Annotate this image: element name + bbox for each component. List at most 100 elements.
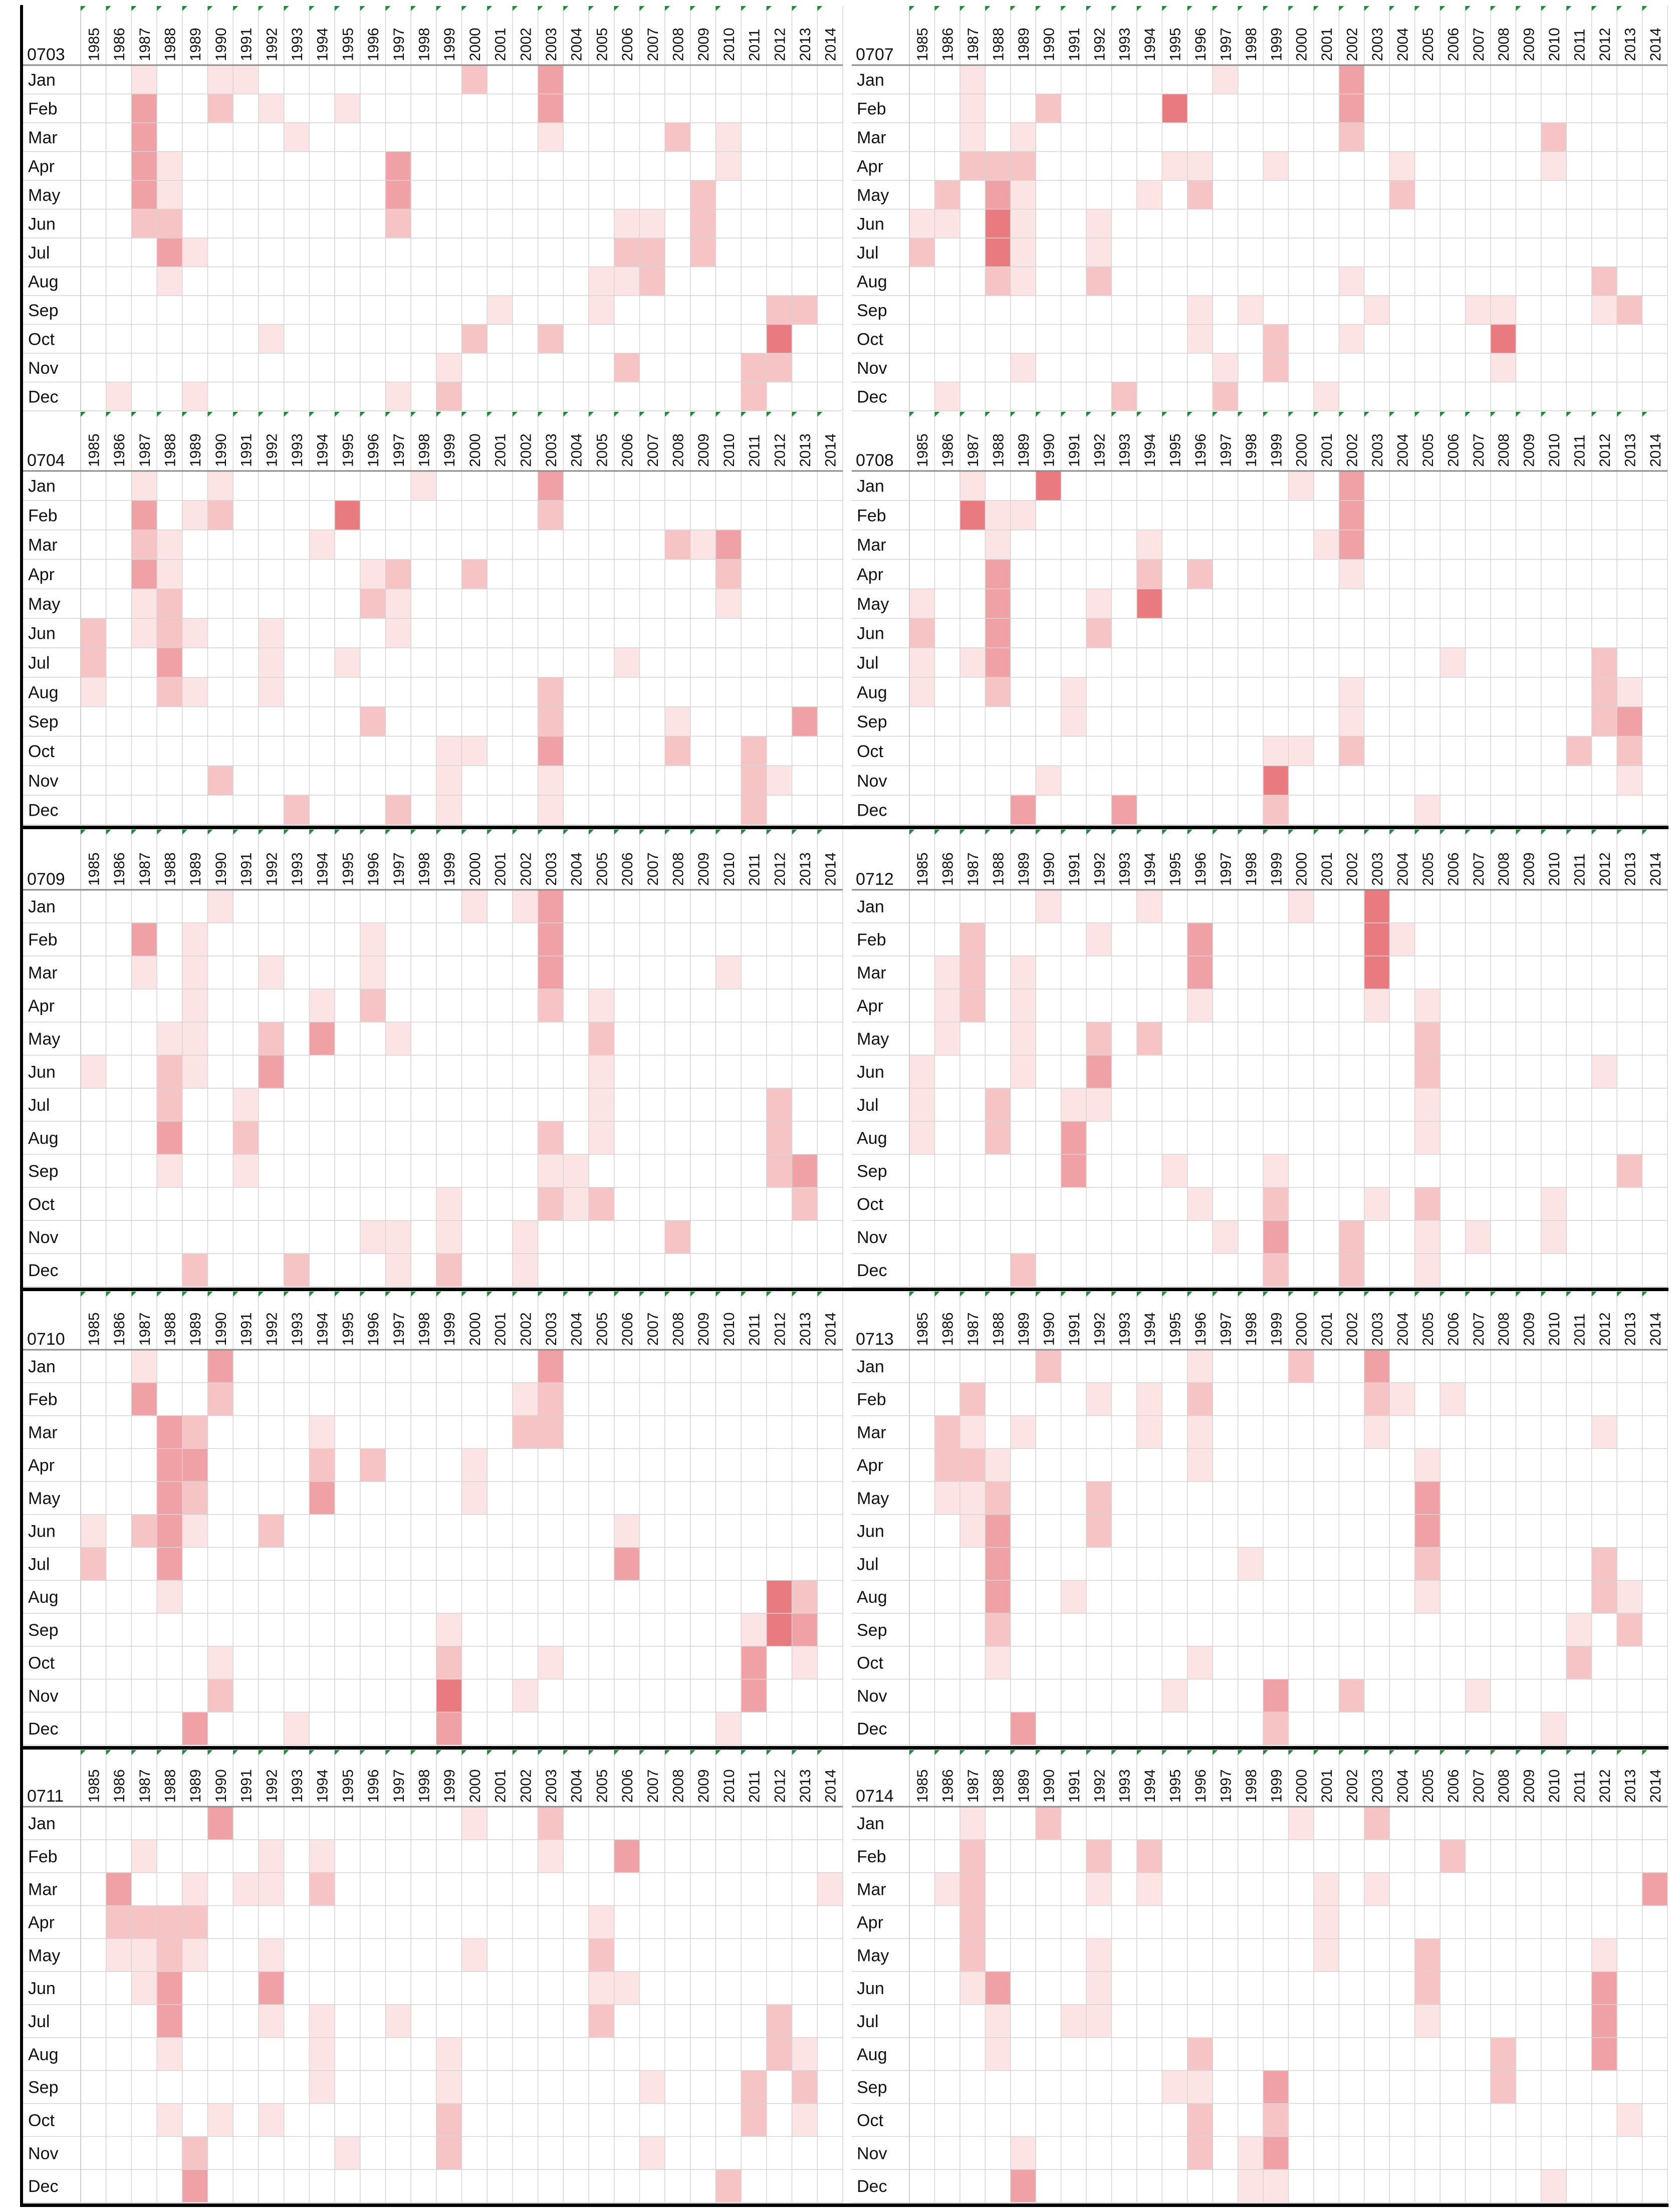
- year-tick-label: 2001: [493, 433, 509, 467]
- year-tick-label: 2002: [1344, 1769, 1361, 1803]
- month-tick-label: Jun: [28, 1979, 56, 1998]
- cell-corner-marker: [1566, 6, 1572, 11]
- year-tick-label: 2014: [1647, 1769, 1664, 1803]
- month-tick-label: Mar: [857, 128, 886, 147]
- heatmap-cell: [985, 589, 1011, 619]
- heatmap-cell: [960, 1839, 986, 1873]
- year-tick-label: 2013: [1622, 1312, 1638, 1346]
- heatmap-cell: [1339, 324, 1365, 354]
- heatmap-cell: [1187, 1187, 1213, 1221]
- heatmap-cell: [157, 618, 183, 648]
- heatmap-cell: [461, 1807, 488, 1840]
- cell-corner-marker: [690, 6, 695, 11]
- heatmap-cell: [284, 1712, 310, 1746]
- heatmap-cell: [258, 1514, 285, 1548]
- cell-corner-marker: [1541, 6, 1546, 11]
- heatmap-cell: [309, 1839, 335, 1873]
- heatmap-cell: [1364, 1415, 1390, 1449]
- cell-corner-marker: [1541, 412, 1546, 417]
- heatmap-cell: [182, 677, 208, 707]
- cell-corner-marker: [436, 412, 441, 417]
- year-tick-label: 2011: [747, 29, 763, 61]
- heatmap-cell: [309, 1482, 335, 1515]
- heatmap-cell: [1591, 1972, 1617, 2005]
- heatmap-cell: [538, 94, 564, 123]
- heatmap-cell: [1263, 1220, 1289, 1254]
- heatmap-cell: [182, 382, 208, 411]
- heatmap-cell: [131, 530, 157, 560]
- cell-corner-marker: [1086, 1750, 1092, 1755]
- year-tick-label: 1986: [111, 28, 128, 61]
- heatmap-cell: [1591, 1938, 1617, 1972]
- heatmap-cell: [1288, 736, 1314, 766]
- cell-corner-marker: [487, 1292, 493, 1297]
- heatmap-cell: [1036, 890, 1062, 923]
- year-tick-label: 2011: [1571, 29, 1588, 61]
- heatmap-cell: [461, 65, 488, 94]
- heatmap-cell: [934, 989, 961, 1023]
- heatmap-cell: [538, 956, 564, 990]
- cell-corner-marker: [1364, 6, 1369, 11]
- year-tick-label: 1992: [264, 1769, 280, 1803]
- heatmap-cell: [665, 736, 691, 766]
- year-tick-label: 2002: [518, 1769, 534, 1803]
- heatmap-cell: [1339, 267, 1365, 296]
- year-tick-label: 2001: [1319, 433, 1335, 467]
- cell-corner-marker: [817, 1292, 823, 1297]
- heatmap-cell: [309, 1415, 335, 1449]
- panel-0714: 0714 1985 1986 1987 1988 1989 1990 1991 1992 1993…: [852, 1750, 1668, 2203]
- year-tick-label: 1993: [289, 433, 306, 467]
- heatmap-cell: [1364, 1350, 1390, 1383]
- year-tick-label: 2008: [1496, 852, 1512, 886]
- heatmap-cell: [1288, 1807, 1314, 1840]
- year-tick-label: 1993: [1117, 433, 1133, 467]
- heatmap-cell: [1339, 706, 1365, 736]
- year-tick-label: 1997: [1218, 28, 1234, 61]
- heatmap-cell: [436, 795, 462, 825]
- year-tick-label: 2010: [1546, 1769, 1563, 1803]
- cell-corner-marker: [207, 412, 213, 417]
- cell-corner-marker: [233, 1750, 238, 1755]
- heatmap-cell: [258, 1055, 285, 1089]
- year-tick-label: 1997: [1218, 1769, 1234, 1803]
- year-tick-label: 1990: [1041, 28, 1057, 61]
- heatmap-cell: [1263, 1679, 1289, 1712]
- year-tick-label: 2011: [1571, 853, 1588, 886]
- cell-corner-marker: [1187, 1750, 1192, 1755]
- year-tick-label: 2005: [594, 1769, 610, 1803]
- cell-corner-marker: [360, 1292, 365, 1297]
- heatmap-cell: [1136, 1022, 1162, 1056]
- heatmap-cell: [157, 1482, 183, 1515]
- heatmap-cell: [538, 324, 564, 354]
- cell-corner-marker: [1313, 412, 1319, 417]
- heatmap-cell: [1541, 1220, 1567, 1254]
- heatmap-cell: [1213, 353, 1239, 382]
- heatmap-cell: [182, 1482, 208, 1515]
- cell-corner-marker: [1465, 1750, 1471, 1755]
- heatmap-cell: [589, 267, 615, 296]
- heatmap-cell: [614, 1972, 640, 2005]
- cell-corner-marker: [1213, 830, 1218, 835]
- heatmap-cell: [665, 530, 691, 560]
- heatmap-cell: [1263, 1712, 1289, 1746]
- cell-corner-marker: [1187, 1292, 1192, 1297]
- year-tick-label: 2011: [747, 1313, 763, 1346]
- month-tick-label: Oct: [28, 330, 55, 349]
- heatmap-cell: [1591, 267, 1617, 296]
- month-tick-label: Nov: [857, 1686, 887, 1705]
- cell-corner-marker: [258, 6, 264, 11]
- cell-corner-marker: [1339, 1292, 1344, 1297]
- heatmap-cell: [1010, 1415, 1036, 1449]
- cell-corner-marker: [690, 1750, 695, 1755]
- year-tick-label: 2014: [1647, 852, 1664, 886]
- year-tick-label: 2007: [645, 852, 661, 886]
- month-tick-label: May: [857, 1030, 889, 1049]
- year-tick-label: 2009: [695, 1312, 712, 1346]
- cell-corner-marker: [1238, 6, 1243, 11]
- heatmap-cell: [1465, 1679, 1491, 1712]
- heatmap-cell: [985, 267, 1011, 296]
- year-tick-label: 1988: [162, 1769, 178, 1803]
- cell-corner-marker: [1036, 6, 1041, 11]
- heatmap-cell: [131, 559, 157, 589]
- heatmap-cell: [960, 94, 986, 123]
